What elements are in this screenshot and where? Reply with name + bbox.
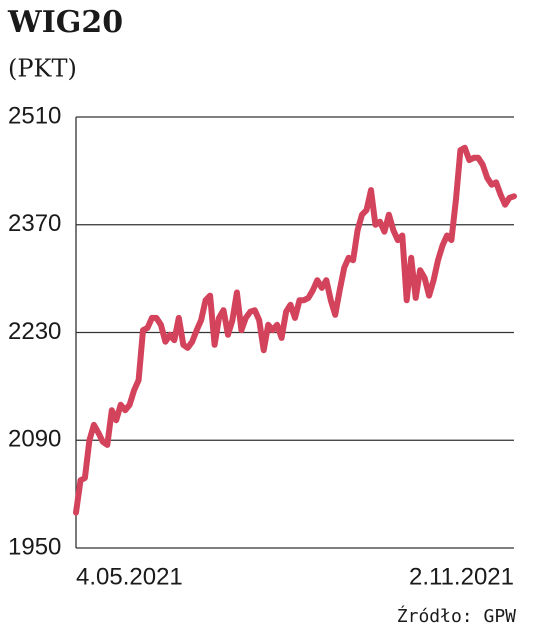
x-tick-label: 2.11.2021 [409, 563, 514, 590]
chart-title: WIG20 [7, 5, 123, 40]
x-tick-label: 4.05.2021 [76, 563, 183, 590]
y-tick-label: 2370 [8, 210, 61, 237]
source: Źródło: GPW [397, 605, 516, 627]
y-tick-label: 2090 [8, 426, 61, 453]
y-tick-label: 2230 [8, 318, 61, 345]
data-line [73, 144, 517, 516]
chart-subtitle: (PKT) [8, 55, 77, 83]
y-tick-label: 2510 [8, 102, 61, 129]
y-tick-label: 1950 [8, 533, 61, 560]
